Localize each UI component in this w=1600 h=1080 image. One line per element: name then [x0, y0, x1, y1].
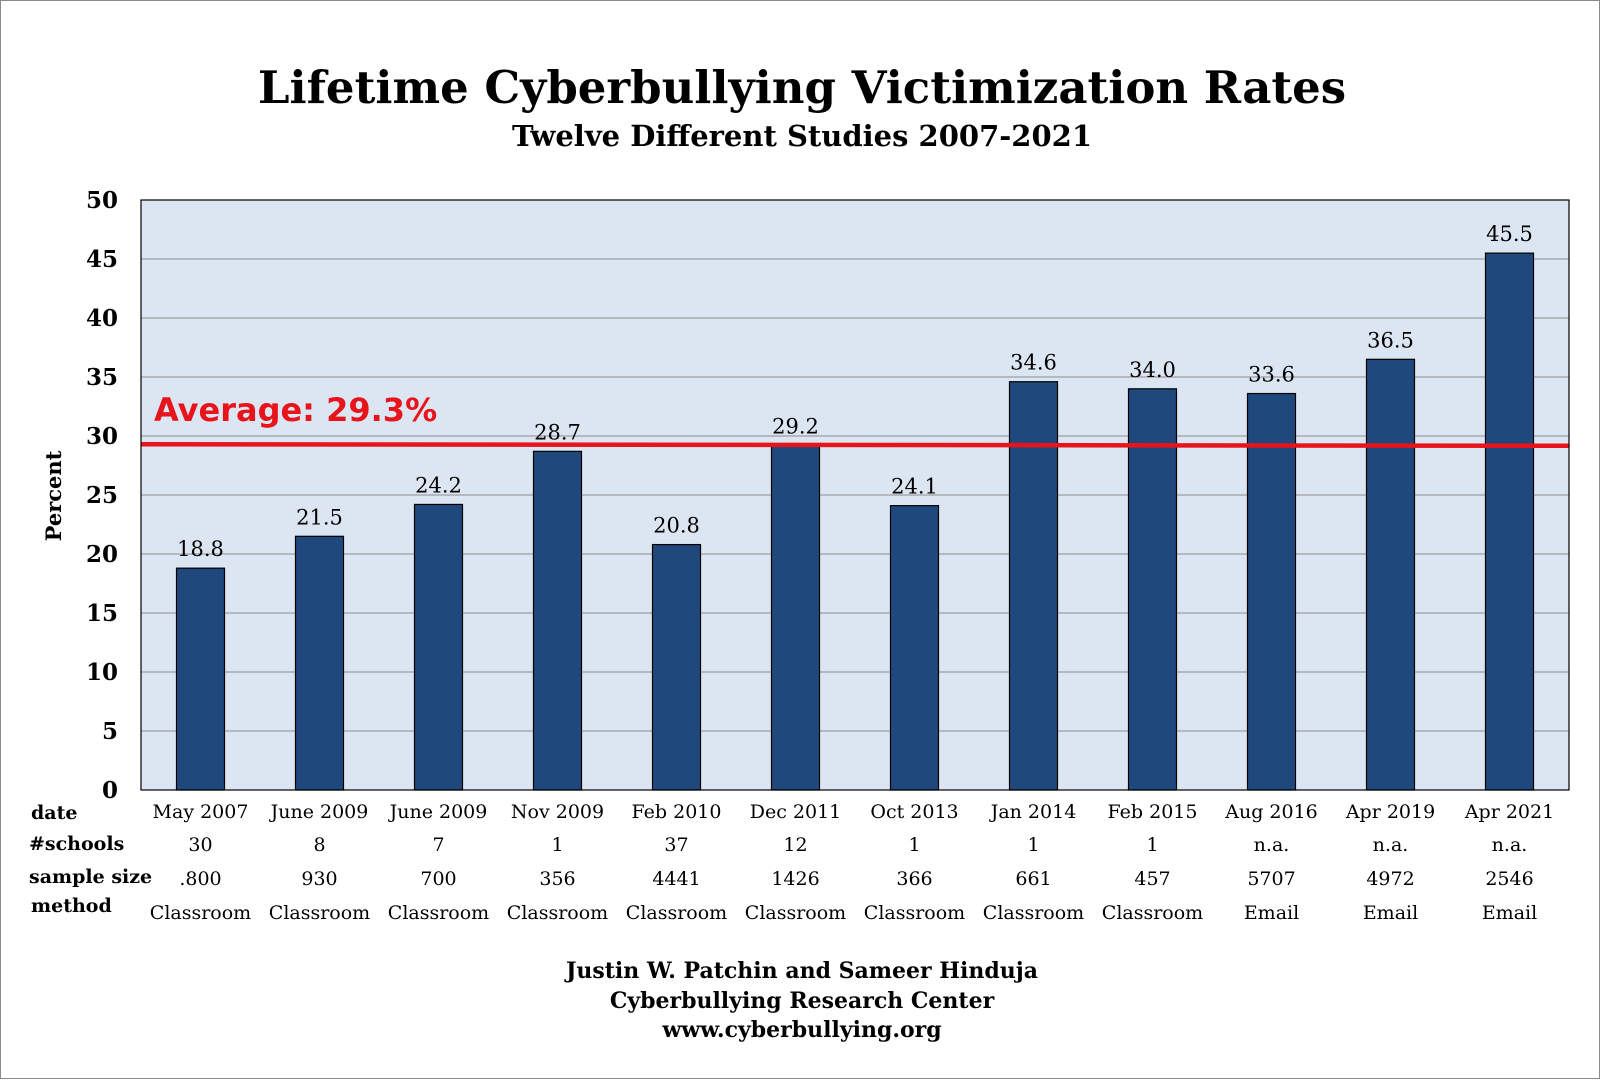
row-label-date: date [31, 802, 77, 824]
row-label-schools: #schools [29, 833, 124, 855]
x-tick-label: Feb 2010 [632, 801, 722, 823]
table-cell-sample-size: 1426 [771, 868, 819, 890]
bar [534, 451, 582, 790]
data-label: 45.5 [1486, 222, 1533, 246]
table-cell-sample-size: 457 [1134, 868, 1170, 890]
bar [772, 445, 820, 790]
table-cell-schools: 7 [432, 834, 444, 856]
data-label: 18.8 [177, 537, 224, 561]
credit-authors: Justin W. Patchin and Sameer Hinduja [564, 958, 1038, 984]
y-axis-label: Percent [41, 450, 66, 541]
y-tick-label: 15 [86, 600, 118, 627]
table-cell-sample-size: 4441 [652, 868, 700, 890]
y-axis-ticks: 0 5 10 15 20 25 30 35 40 45 50 [86, 187, 118, 804]
table-cell-method: Email [1244, 902, 1299, 924]
average-label: Average: 29.3% [154, 391, 437, 429]
bar [653, 545, 701, 790]
x-tick-label: Jan 2014 [989, 801, 1077, 823]
table-cell-schools: 1 [1146, 834, 1158, 856]
table-cell-method: Classroom [1102, 902, 1203, 924]
average-line [141, 444, 1569, 446]
x-tick-label: May 2007 [153, 801, 249, 823]
y-tick-label: 10 [86, 659, 118, 686]
table-cell-method: Classroom [864, 902, 965, 924]
bar [415, 504, 463, 790]
x-tick-label: June 2009 [388, 801, 488, 823]
x-tick-label: Apr 2021 [1464, 801, 1554, 823]
data-label: 34.0 [1129, 358, 1176, 382]
chart-canvas: Lifetime Cyberbullying Victimization Rat… [1, 1, 1600, 1080]
bar [1248, 394, 1296, 790]
table-cell-method: Classroom [269, 902, 370, 924]
chart-title: Lifetime Cyberbullying Victimization Rat… [258, 61, 1346, 114]
bar [1486, 253, 1534, 790]
table-cell-sample-size: 356 [539, 868, 575, 890]
x-tick-label: Aug 2016 [1224, 801, 1318, 823]
x-tick-label: Oct 2013 [870, 801, 958, 823]
bar [891, 506, 939, 790]
table-cell-schools: n.a. [1492, 834, 1528, 856]
table-cell-schools: 1 [1027, 834, 1039, 856]
y-tick-label: 0 [102, 777, 118, 804]
y-tick-label: 35 [86, 364, 118, 391]
data-label: 34.6 [1010, 351, 1057, 375]
table-cell-sample-size: 2546 [1485, 868, 1533, 890]
data-label: 24.2 [415, 473, 462, 497]
y-tick-label: 20 [86, 541, 118, 568]
data-label: 20.8 [653, 514, 700, 538]
table-cell-schools: 30 [188, 834, 212, 856]
y-tick-label: 5 [102, 718, 118, 745]
table-cell-schools: 1 [908, 834, 920, 856]
chart-subtitle: Twelve Different Studies 2007-2021 [512, 119, 1092, 153]
y-tick-label: 50 [86, 187, 118, 214]
table-cell-schools: n.a. [1373, 834, 1409, 856]
x-tick-label: Nov 2009 [511, 801, 604, 823]
table-cell-schools: n.a. [1254, 834, 1290, 856]
x-tick-label: June 2009 [269, 801, 369, 823]
table-cell-schools: 12 [783, 834, 807, 856]
table-cell-sample-size: 700 [420, 868, 456, 890]
data-label: 28.7 [534, 420, 581, 444]
table-cell-schools: 8 [313, 834, 325, 856]
row-label-sample-size: sample size [29, 866, 152, 888]
y-tick-label: 40 [86, 305, 118, 332]
bar [177, 568, 225, 790]
table-cell-method: Classroom [507, 902, 608, 924]
credit-website: www.cyberbullying.org [661, 1017, 941, 1043]
chart-page: Lifetime Cyberbullying Victimization Rat… [0, 0, 1600, 1079]
data-label: 36.5 [1367, 328, 1414, 352]
data-label: 21.5 [296, 505, 343, 529]
table-cell-method: Classroom [626, 902, 727, 924]
data-table: May 2007 June 2009 June 2009 Nov 2009 Feb 20… [150, 801, 1554, 924]
table-cell-schools: 1 [551, 834, 563, 856]
data-label: 33.6 [1248, 363, 1295, 387]
table-cell-sample-size: 661 [1015, 868, 1051, 890]
x-tick-label: Feb 2015 [1108, 801, 1198, 823]
y-tick-label: 45 [86, 246, 118, 273]
bar [296, 536, 344, 790]
x-tick-label: Apr 2019 [1345, 801, 1435, 823]
table-cell-sample-size: 5707 [1247, 868, 1295, 890]
table-row-labels: date #schools sample size method [29, 802, 152, 917]
data-label: 29.2 [772, 414, 819, 438]
data-label: 24.1 [891, 475, 938, 499]
table-cell-method: Classroom [150, 902, 251, 924]
table-cell-method: Classroom [388, 902, 489, 924]
bar [1367, 359, 1415, 790]
x-tick-label: Dec 2011 [750, 801, 842, 823]
table-cell-method: Email [1482, 902, 1537, 924]
table-cell-sample-size: 930 [301, 868, 337, 890]
table-cell-sample-size: 4972 [1366, 868, 1414, 890]
y-tick-label: 30 [86, 423, 118, 450]
table-cell-method: Email [1363, 902, 1418, 924]
table-cell-schools: 37 [664, 834, 688, 856]
table-cell-sample-size: 366 [896, 868, 932, 890]
bar [1129, 389, 1177, 790]
table-cell-sample-size: .800 [179, 868, 221, 890]
table-cell-method: Classroom [983, 902, 1084, 924]
table-cell-method: Classroom [745, 902, 846, 924]
row-label-method: method [31, 895, 112, 917]
credit-organization: Cyberbullying Research Center [610, 988, 995, 1014]
y-tick-label: 25 [86, 482, 118, 509]
